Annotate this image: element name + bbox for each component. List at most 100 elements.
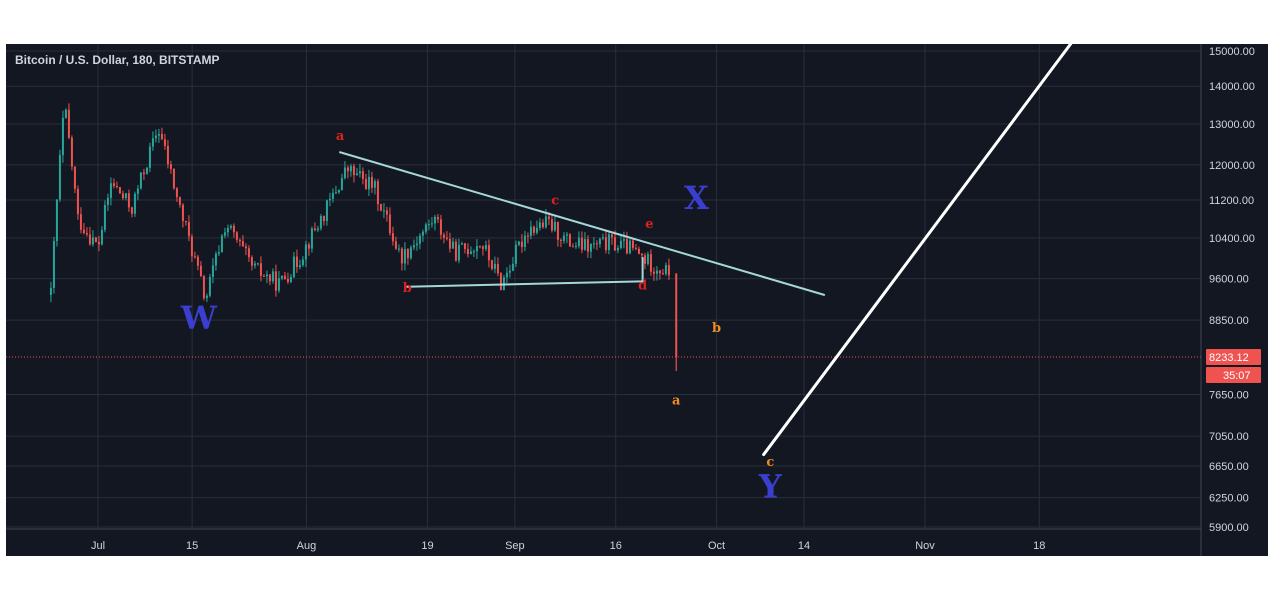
candle-body bbox=[85, 233, 88, 235]
x-tick-label: 16 bbox=[610, 540, 622, 552]
candle-body bbox=[337, 189, 340, 193]
candle-body bbox=[346, 167, 349, 172]
candle-body bbox=[586, 239, 589, 252]
x-tick-label: 18 bbox=[1033, 540, 1045, 552]
candle-body bbox=[163, 139, 166, 146]
candle-body bbox=[454, 241, 457, 261]
candle-body bbox=[79, 214, 82, 230]
candle-body bbox=[361, 171, 364, 179]
candle-body bbox=[562, 235, 565, 241]
candle-body bbox=[151, 138, 154, 147]
candle-body bbox=[283, 275, 286, 279]
y-tick-label: 15000.00 bbox=[1209, 46, 1255, 58]
candle-body bbox=[421, 231, 424, 236]
candle-body bbox=[370, 176, 373, 188]
y-tick-label: 9600.00 bbox=[1209, 274, 1249, 286]
candle-body bbox=[616, 248, 619, 251]
candle-body bbox=[400, 248, 403, 264]
candle-body bbox=[64, 109, 67, 118]
candle-body bbox=[211, 265, 214, 277]
candle-body bbox=[91, 237, 94, 245]
candle-body bbox=[214, 253, 217, 266]
candle-body bbox=[664, 265, 667, 274]
candle-body bbox=[184, 220, 187, 223]
candle-body bbox=[82, 229, 85, 234]
candle-body bbox=[166, 145, 169, 165]
candle-body bbox=[412, 245, 415, 248]
y-tick-label: 6250.00 bbox=[1209, 493, 1249, 505]
candle-body bbox=[181, 204, 184, 221]
candle-body bbox=[661, 273, 664, 275]
last-price-value: 8233.12 bbox=[1209, 352, 1249, 364]
candle-body bbox=[268, 274, 271, 282]
candle-body bbox=[358, 171, 361, 174]
candle-body bbox=[445, 237, 448, 239]
wave-label-Y: Y bbox=[758, 468, 783, 506]
trendlines-layer bbox=[6, 39, 1201, 457]
candle-body bbox=[121, 193, 124, 199]
y-tick-label: 7050.00 bbox=[1209, 431, 1249, 443]
candle-body bbox=[376, 181, 379, 205]
y-tick-label: 5900.00 bbox=[1209, 522, 1249, 534]
candle-body bbox=[325, 200, 328, 222]
candle-body bbox=[478, 246, 481, 248]
candle-body bbox=[505, 272, 508, 278]
candle-body bbox=[517, 241, 520, 245]
candle-body bbox=[460, 243, 463, 245]
candle-body bbox=[448, 238, 451, 249]
wave-label-a: a bbox=[672, 394, 681, 409]
candle-body bbox=[301, 259, 304, 266]
candle-body bbox=[559, 239, 562, 241]
candle-body bbox=[133, 193, 136, 214]
candle-body bbox=[646, 254, 649, 264]
candle-body bbox=[193, 256, 196, 258]
candle-body bbox=[328, 198, 331, 201]
candle-body bbox=[235, 232, 238, 240]
candle-body bbox=[637, 248, 640, 254]
candle-body bbox=[628, 240, 631, 254]
candle-body bbox=[553, 222, 556, 231]
candle-body bbox=[139, 172, 142, 189]
candle-body bbox=[304, 244, 307, 260]
candle-body bbox=[592, 243, 595, 245]
candle-body bbox=[625, 239, 628, 254]
candle-body bbox=[223, 232, 226, 236]
x-tick-label: 19 bbox=[421, 540, 433, 552]
candle-body bbox=[100, 229, 103, 245]
y-tick-label: 14000.00 bbox=[1209, 81, 1255, 93]
candle-body bbox=[220, 235, 223, 253]
candle-body bbox=[289, 276, 292, 282]
candle-body bbox=[547, 216, 550, 220]
candle-body bbox=[58, 155, 61, 200]
candle-body bbox=[226, 227, 229, 233]
candle-body bbox=[556, 222, 559, 240]
candle-body bbox=[481, 246, 484, 249]
candle-body bbox=[148, 146, 151, 168]
candle-body bbox=[652, 271, 655, 274]
candle-body bbox=[103, 204, 106, 230]
wave-label-W: W bbox=[180, 299, 218, 337]
trendline bbox=[762, 39, 1075, 457]
wave-label-X: X bbox=[684, 179, 709, 217]
last-price-badge bbox=[1206, 349, 1261, 366]
candle-body bbox=[604, 237, 607, 251]
candle-body bbox=[352, 166, 355, 176]
wave-label-c: c bbox=[551, 194, 559, 209]
candle-body bbox=[73, 166, 76, 189]
candle-body bbox=[379, 204, 382, 211]
wave-label-e: e bbox=[645, 217, 653, 232]
candle-body bbox=[349, 166, 352, 172]
candle-body bbox=[217, 252, 220, 254]
candle-body bbox=[475, 246, 478, 252]
candle-body bbox=[259, 263, 262, 276]
trendline bbox=[339, 151, 826, 296]
candle-body bbox=[649, 254, 652, 272]
candle-body bbox=[172, 168, 175, 189]
candle-body bbox=[640, 253, 643, 256]
candle-body bbox=[112, 183, 115, 187]
candle-body bbox=[271, 271, 274, 282]
candle-body bbox=[295, 256, 298, 268]
candle-body bbox=[568, 234, 571, 247]
y-tick-label: 13000.00 bbox=[1209, 119, 1255, 131]
